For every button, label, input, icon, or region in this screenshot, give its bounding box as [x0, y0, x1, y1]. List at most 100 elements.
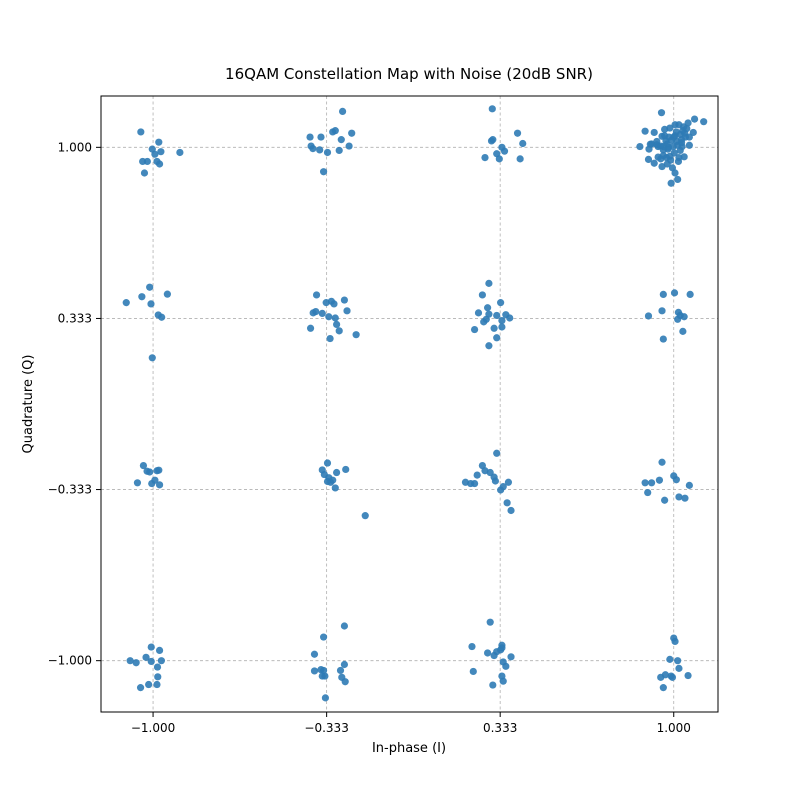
y-tick-label: 0.333 [58, 311, 92, 325]
data-point [667, 179, 675, 187]
x-tick-label: −1.000 [131, 721, 175, 735]
y-tick-label: −1.000 [48, 654, 92, 668]
data-point [661, 132, 669, 140]
data-point [330, 300, 338, 308]
plot-frame [100, 95, 719, 713]
data-point [685, 141, 693, 149]
data-point [502, 662, 510, 670]
axis-ticks: −1.000 −0.333 0.333 1.000 −1.000 −0.333 0.333 1… [48, 140, 691, 735]
scatter-points [122, 105, 708, 702]
data-point [506, 314, 514, 322]
data-point [493, 449, 501, 457]
data-point [319, 633, 328, 641]
data-point [153, 663, 162, 671]
x-tick-label: −0.333 [304, 721, 348, 735]
data-point [495, 155, 503, 163]
data-point [497, 299, 505, 307]
data-point [474, 309, 483, 317]
data-point [147, 643, 155, 651]
data-point [468, 642, 476, 651]
data-point [157, 657, 165, 665]
data-point [132, 659, 140, 667]
data-point [312, 291, 321, 299]
data-point [493, 311, 501, 320]
data-point [677, 139, 686, 147]
data-point [516, 155, 524, 163]
data-point [683, 124, 691, 133]
data-point [670, 289, 679, 297]
data-point [331, 314, 339, 322]
data-point [138, 293, 146, 301]
data-point [326, 334, 334, 343]
data-point [686, 290, 694, 299]
grid [101, 96, 718, 712]
data-point [155, 138, 163, 146]
data-point [157, 148, 165, 156]
data-point [641, 127, 649, 135]
data-point [470, 325, 479, 334]
data-point [685, 481, 693, 489]
data-point [147, 300, 155, 308]
data-point [650, 128, 658, 137]
data-point [644, 155, 653, 163]
data-point [148, 354, 156, 362]
data-point [361, 512, 369, 520]
data-point [671, 637, 679, 646]
data-point [661, 671, 670, 679]
data-point [348, 129, 356, 137]
data-point [151, 476, 159, 484]
data-point [137, 128, 145, 136]
data-point [679, 327, 687, 335]
data-point [142, 653, 150, 661]
data-point [655, 476, 664, 484]
data-point [684, 671, 692, 680]
data-point [490, 324, 498, 332]
data-point [488, 105, 496, 113]
data-point [154, 673, 162, 681]
data-point [675, 664, 683, 672]
data-point [470, 479, 479, 488]
data-point [147, 657, 155, 666]
data-point [499, 483, 507, 491]
data-point [335, 146, 343, 155]
data-point [321, 672, 329, 680]
data-point [310, 650, 319, 658]
data-point [340, 622, 349, 630]
data-point [485, 342, 493, 350]
data-point [672, 476, 680, 484]
data-point [336, 666, 345, 675]
data-point [681, 494, 689, 502]
data-point [321, 694, 330, 702]
y-tick-label: 1.000 [58, 140, 92, 154]
data-point [658, 458, 666, 466]
data-point [657, 155, 665, 163]
data-point [155, 481, 164, 489]
y-tick-label: −0.333 [48, 483, 92, 497]
data-point [319, 168, 328, 176]
data-point [661, 496, 669, 504]
data-point [151, 150, 159, 158]
data-point [333, 468, 341, 477]
data-point [309, 145, 317, 153]
data-point [306, 133, 314, 141]
data-point [478, 291, 486, 299]
data-point [671, 169, 679, 177]
data-point [318, 309, 326, 317]
data-point [485, 279, 493, 287]
data-point [650, 159, 658, 167]
data-point [317, 133, 325, 141]
data-point [155, 466, 163, 474]
data-point [143, 157, 151, 166]
data-point [176, 148, 184, 157]
data-point [163, 290, 171, 298]
data-point [644, 488, 652, 497]
data-point [139, 462, 148, 470]
data-point [155, 160, 164, 168]
data-point [153, 680, 161, 689]
data-point [646, 140, 654, 148]
data-point [499, 677, 507, 685]
data-point [340, 660, 349, 669]
data-point [306, 324, 315, 332]
data-point [341, 678, 349, 686]
